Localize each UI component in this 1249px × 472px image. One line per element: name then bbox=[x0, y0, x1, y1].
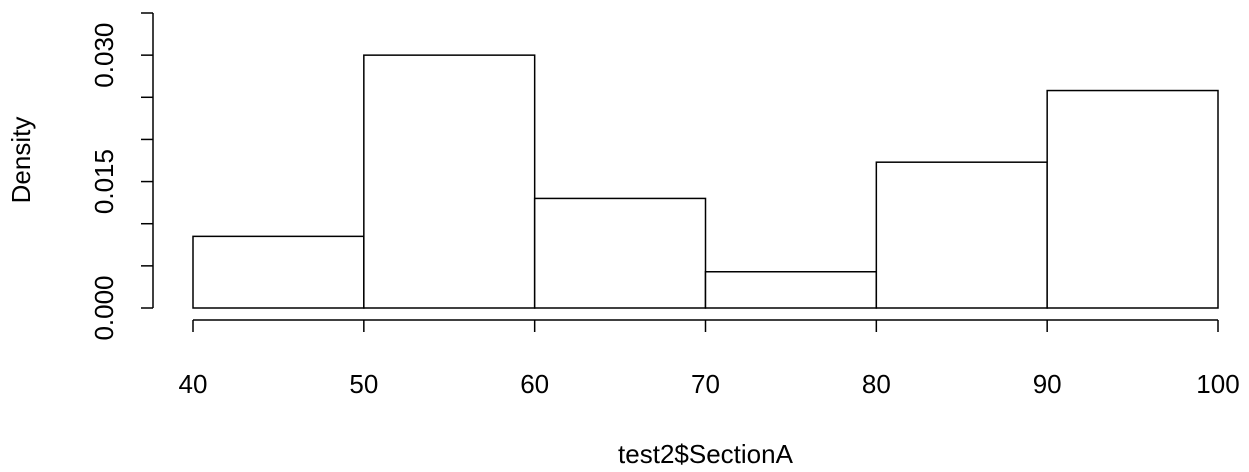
x-tick-label: 40 bbox=[179, 369, 208, 399]
y-axis: 0.000 0.015 0.030 bbox=[89, 12, 154, 341]
histogram-bar-60-70 bbox=[533, 197, 707, 309]
histogram-bar-40-50 bbox=[192, 235, 365, 309]
x-axis-title: test2$SectionA bbox=[618, 439, 794, 469]
x-tick-label: 50 bbox=[349, 369, 378, 399]
x-tick-label: 80 bbox=[862, 369, 891, 399]
x-tick-label: 100 bbox=[1196, 369, 1239, 399]
histogram-bar-90-100 bbox=[1046, 89, 1219, 309]
x-axis: 40 50 60 70 80 90 100 bbox=[179, 319, 1240, 399]
histogram-bar-50-60 bbox=[363, 54, 536, 309]
y-tick-label: 0.030 bbox=[89, 23, 119, 88]
histogram-bar-80-90 bbox=[875, 161, 1048, 309]
x-tick-label: 90 bbox=[1033, 369, 1062, 399]
y-axis-title: Density bbox=[6, 117, 36, 204]
x-tick-label: 70 bbox=[691, 369, 720, 399]
y-tick-label: 0.015 bbox=[89, 149, 119, 214]
histogram-bar-70-80 bbox=[704, 271, 878, 309]
histogram-bars bbox=[192, 54, 1219, 309]
x-tick-label: 60 bbox=[520, 369, 549, 399]
y-tick-label: 0.000 bbox=[89, 275, 119, 340]
